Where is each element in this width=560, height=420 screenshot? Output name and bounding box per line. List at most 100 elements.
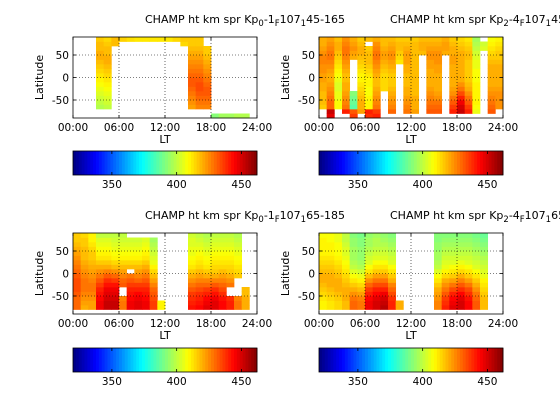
heatmap-cell <box>487 95 496 101</box>
heatmap-cell <box>134 282 143 288</box>
heatmap-cell <box>134 242 143 247</box>
colorbar-segment <box>78 348 83 372</box>
colorbar-tick-label: 450 <box>231 179 251 191</box>
heatmap-cell <box>372 59 381 65</box>
heatmap-cell <box>380 305 389 310</box>
heatmap-cell <box>96 273 105 279</box>
heatmap-cell <box>449 68 458 74</box>
heatmap-cell <box>388 100 397 105</box>
heatmap-cell <box>349 104 358 110</box>
colorbar-segment <box>84 348 88 372</box>
colorbar-segment <box>442 348 446 372</box>
heatmap-cell <box>126 282 135 288</box>
heatmap-cell <box>434 95 443 101</box>
colorbar-segment <box>78 151 83 175</box>
heatmap-cell <box>349 37 358 42</box>
colorbar-segment <box>225 151 229 175</box>
colorbar-segment <box>245 151 249 175</box>
heatmap-cell <box>73 260 82 265</box>
colorbar-segment <box>248 151 252 175</box>
colorbar-segment <box>222 348 226 372</box>
heatmap-cell <box>80 233 89 238</box>
heatmap-cell <box>365 246 374 252</box>
heatmap-cell <box>134 37 143 42</box>
heatmap-cell <box>357 251 366 256</box>
heatmap-cell <box>365 50 374 56</box>
heatmap-cell <box>80 255 89 261</box>
heatmap-cell <box>80 237 89 243</box>
heatmap-cell <box>388 86 397 92</box>
heatmap-cell <box>480 300 489 306</box>
heatmap-cell <box>457 104 466 110</box>
heatmap-cell <box>142 246 151 252</box>
colorbar-segment <box>402 151 406 175</box>
heatmap-cell <box>211 305 220 310</box>
heatmap-cell <box>203 233 212 238</box>
heatmap-cell <box>357 55 366 60</box>
heatmap-cell <box>434 64 443 69</box>
heatmap-cell <box>457 82 466 87</box>
heatmap-cell <box>449 95 458 101</box>
heatmap-cell <box>434 73 443 78</box>
heatmap-cell <box>203 68 212 74</box>
heatmap-cell <box>334 291 343 297</box>
heatmap-cell <box>388 41 397 47</box>
heatmap-cell <box>426 109 435 114</box>
heatmap-cell <box>372 64 381 69</box>
heatmap-cell <box>495 55 504 60</box>
heatmap-cell <box>134 278 143 283</box>
colorbar-segment <box>365 151 369 175</box>
heatmap-cell <box>357 82 366 87</box>
colorbar-segment <box>362 151 366 175</box>
title-segment: CHAMP ht km spr Kp <box>145 13 258 26</box>
heatmap-cell <box>96 264 105 270</box>
colorbar-segment <box>491 151 495 175</box>
heatmap-cell <box>334 242 343 247</box>
colorbar-segment <box>457 348 461 372</box>
heatmap-cell <box>134 296 143 301</box>
heatmap-cell <box>134 246 143 252</box>
heatmap-cell <box>203 59 212 65</box>
heatmap-cell <box>434 41 443 47</box>
colorbar-segment <box>356 348 360 372</box>
heatmap-cell <box>472 50 481 56</box>
heatmap-cell <box>126 251 135 256</box>
heatmap-cell <box>203 300 212 306</box>
colorbar-segment <box>101 151 106 175</box>
y-tick-label: 50 <box>302 50 315 62</box>
heatmap-cell <box>80 287 89 292</box>
colorbar-segment <box>347 348 352 372</box>
title-subscript: 0 <box>258 215 263 225</box>
colorbar-segment <box>182 348 186 372</box>
colorbar-segment <box>245 348 249 372</box>
heatmap-cell <box>319 95 328 101</box>
heatmap-cell <box>149 278 158 283</box>
x-tick-label: 00:00 <box>58 122 88 134</box>
heatmap-cell <box>203 64 212 69</box>
heatmap-cell <box>357 104 366 110</box>
heatmap-cell <box>103 291 112 297</box>
colorbar-segment <box>405 348 409 372</box>
colorbar-segment <box>419 348 423 372</box>
heatmap-cell <box>342 233 351 238</box>
title-segment: 45-165 <box>551 13 560 26</box>
colorbar-segment <box>405 151 409 175</box>
heatmap-cell <box>441 242 450 247</box>
heatmap-cell <box>441 50 450 56</box>
heatmap-cell <box>395 55 404 60</box>
colorbar-segment <box>104 151 108 175</box>
heatmap-cell <box>472 46 481 51</box>
heatmap-cell <box>126 37 135 42</box>
title-subscript: 1 <box>546 19 551 29</box>
heatmap-cell <box>411 82 420 87</box>
x-tick-label: 00:00 <box>304 318 334 330</box>
colorbar-segment <box>480 151 484 175</box>
heatmap-cell <box>441 41 450 47</box>
colorbar-segment <box>459 151 464 175</box>
heatmap-cell <box>495 86 504 92</box>
heatmap-cell <box>426 73 435 78</box>
colorbar-segment <box>107 151 111 175</box>
heatmap-cell <box>472 91 481 96</box>
heatmap-cell <box>342 300 351 306</box>
heatmap-cell <box>434 91 443 96</box>
